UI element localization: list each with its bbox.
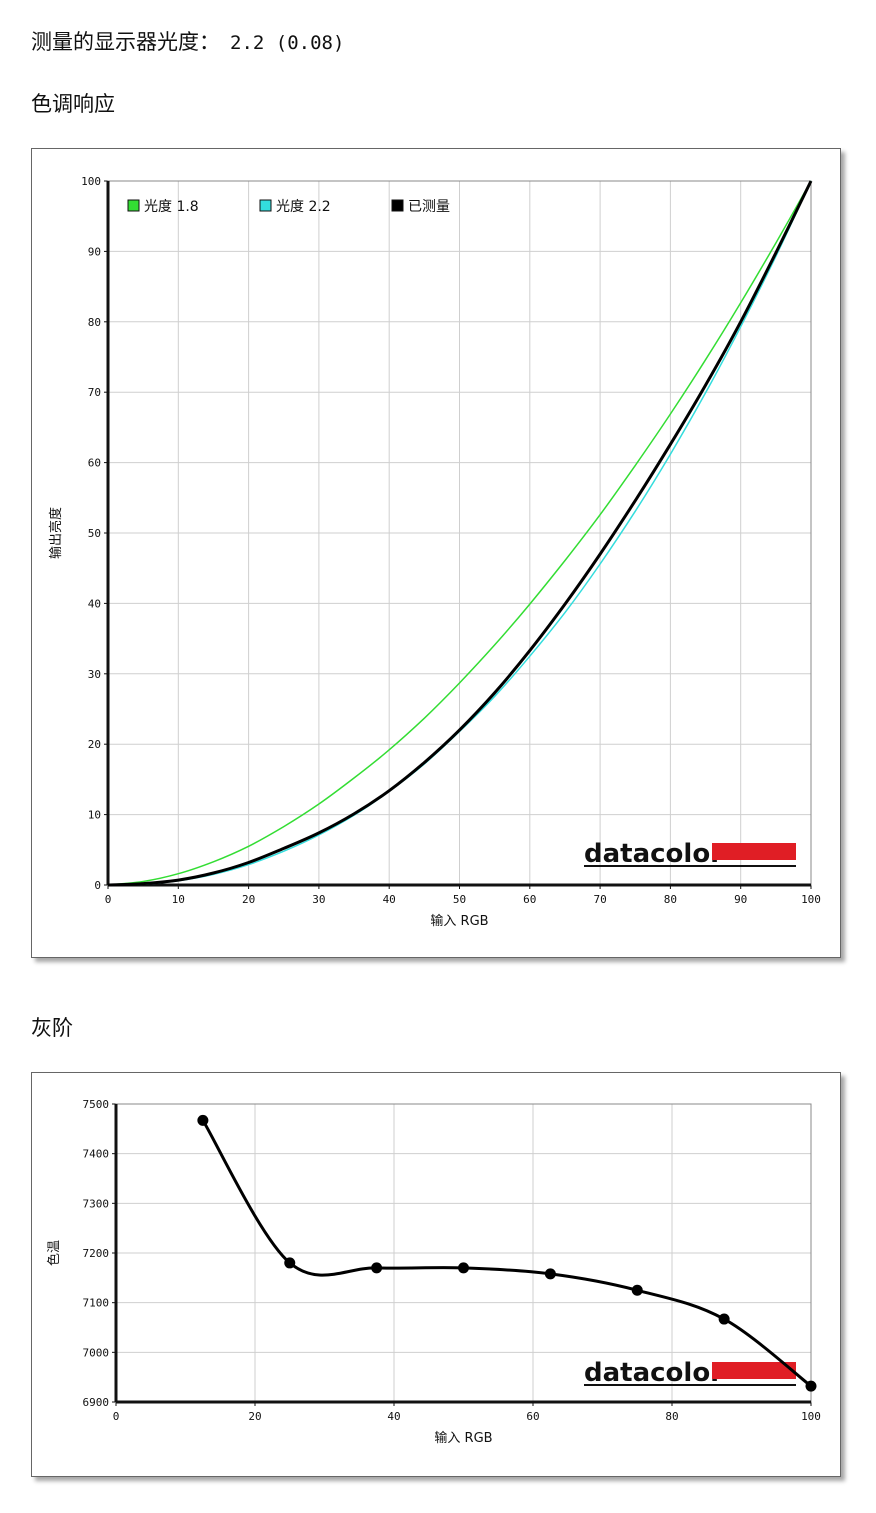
y-tick-label: 30 <box>88 668 101 681</box>
tone-response-svg: 0 10 20 30 40 50 60 70 80 90 100 0 10 20 30 40 50 60 70 80 9… <box>48 175 821 929</box>
measured-gamma-label: 测量的显示器光度： <box>31 30 220 54</box>
x-tick-label: 90 <box>734 893 747 906</box>
series-line <box>107 180 813 887</box>
legend-label: 光度 2.2 <box>276 199 331 215</box>
y-axis-title: 色温 <box>46 1240 62 1266</box>
brand-logo-text: datacolor <box>584 1358 723 1388</box>
data-point <box>805 1380 817 1392</box>
brand-logo-underline <box>584 1384 796 1386</box>
y-tick-label: 6900 <box>83 1396 110 1409</box>
y-tick-label: 100 <box>81 175 101 188</box>
x-tick-label: 30 <box>312 893 325 906</box>
brand-logo-bar <box>712 1362 796 1379</box>
y-tick-label: 7000 <box>83 1346 110 1359</box>
brand-logo-bar <box>712 843 796 860</box>
x-tick-label: 70 <box>593 893 606 906</box>
x-tick-label: 100 <box>801 893 821 906</box>
data-point <box>718 1313 730 1325</box>
y-tick-label: 40 <box>88 597 101 610</box>
x-tick-label: 40 <box>387 1410 400 1423</box>
y-axis-title: 输出亮度 <box>48 507 64 559</box>
x-tick-label: 10 <box>172 893 185 906</box>
tone-response-chart: 0 10 20 30 40 50 60 70 80 90 100 0 10 20 30 40 50 60 70 80 9… <box>31 148 841 958</box>
x-tick-label: 20 <box>242 893 255 906</box>
data-point <box>197 1114 209 1126</box>
data-point <box>631 1284 643 1296</box>
y-tick-label: 7500 <box>83 1098 110 1111</box>
y-tick-label: 7100 <box>83 1297 110 1310</box>
data-point <box>284 1257 296 1269</box>
data-point <box>458 1262 469 1274</box>
x-axis-title: 输入 RGB <box>430 913 488 929</box>
grayscale-heading: 灰阶 <box>31 1016 73 1040</box>
grayscale-svg: 0 20 40 60 80 100 6900 7000 7100 7200 7300 7400 7500… <box>46 1098 821 1446</box>
legend-swatch <box>127 199 140 212</box>
y-tick-label: 10 <box>88 809 101 822</box>
brand-logo-underline <box>584 865 796 867</box>
legend-label: 已测量 <box>408 199 450 215</box>
y-tick-label: 80 <box>88 316 101 329</box>
grayscale-chart: 0 20 40 60 80 100 6900 7000 7100 7200 7300 7400 7500… <box>31 1072 841 1477</box>
y-tick-label: 7200 <box>83 1247 110 1260</box>
y-tick-label: 20 <box>88 738 101 751</box>
data-point <box>544 1268 556 1280</box>
y-tick-label: 7300 <box>83 1197 110 1210</box>
legend-label: 光度 1.8 <box>144 199 199 215</box>
x-tick-label: 40 <box>383 893 396 906</box>
x-axis-title: 输入 RGB <box>434 1430 492 1446</box>
x-tick-label: 60 <box>523 893 536 906</box>
tone-response-heading: 色调响应 <box>31 92 115 116</box>
data-point <box>371 1262 383 1274</box>
x-tick-label: 0 <box>105 893 112 906</box>
legend-swatch <box>259 199 272 212</box>
measured-gamma-line: 测量的显示器光度： 2.2 (0.08) <box>31 26 344 56</box>
brand-logo-text: datacolor <box>584 839 723 869</box>
y-tick-label: 70 <box>88 386 101 399</box>
y-tick-label: 90 <box>88 245 101 258</box>
x-tick-label: 100 <box>801 1410 821 1423</box>
x-tick-label: 20 <box>248 1410 261 1423</box>
x-tick-label: 50 <box>453 893 466 906</box>
x-tick-label: 80 <box>664 893 677 906</box>
x-tick-label: 0 <box>113 1410 120 1423</box>
y-tick-label: 7400 <box>83 1148 110 1161</box>
legend-swatch <box>391 199 404 212</box>
measured-gamma-value: 2.2 (0.08) <box>230 32 345 54</box>
series-line <box>107 180 812 886</box>
x-tick-label: 80 <box>665 1410 678 1423</box>
x-tick-label: 60 <box>526 1410 539 1423</box>
y-tick-label: 50 <box>88 527 101 540</box>
y-tick-label: 0 <box>94 879 101 892</box>
y-tick-label: 60 <box>88 457 101 470</box>
